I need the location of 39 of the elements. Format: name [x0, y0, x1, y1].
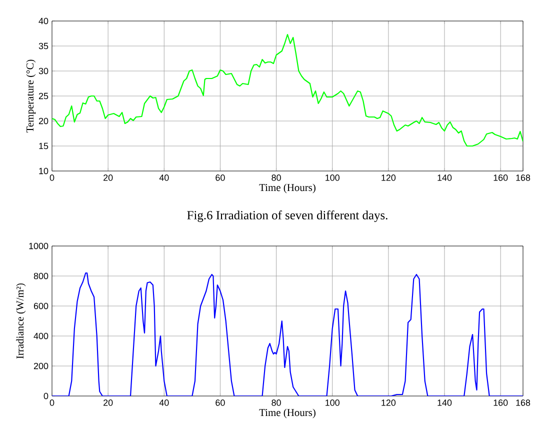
- x-tick-label: 0: [50, 400, 54, 406]
- y-tick-label: 40: [38, 18, 48, 24]
- y-tick-label: 15: [39, 142, 48, 150]
- x-tick-label: 160: [494, 174, 508, 181]
- x-tick-label: 20: [104, 400, 113, 406]
- x-tick-label: 0: [50, 174, 54, 181]
- line-series: [52, 34, 524, 147]
- y-axis-title: Temperature (°C): [26, 60, 36, 133]
- y-tick-label: 35: [38, 42, 48, 50]
- x-tick-label: 168: [516, 174, 530, 181]
- x-tick-label: 20: [104, 174, 113, 181]
- y-tick-label: 0: [44, 392, 48, 400]
- y-tick-label: 10: [39, 168, 48, 174]
- x-axis-title: Time (Hours): [259, 184, 316, 194]
- x-tick-label: 40: [159, 174, 169, 181]
- y-tick-label: 200: [34, 362, 48, 370]
- y-axis-title: Irradiance (W/m²): [16, 283, 26, 359]
- y-tick-label: 30: [38, 68, 48, 74]
- y-tick-label: 800: [34, 272, 48, 280]
- x-tick-label: 80: [272, 174, 281, 181]
- y-tick-label: 1000: [29, 242, 48, 250]
- x-tick-label: 100: [326, 174, 340, 181]
- x-tick-label: 60: [216, 174, 225, 181]
- caption: Fig.6 Irradiation of seven different days.: [187, 210, 388, 222]
- x-tick-label: 80: [272, 400, 281, 406]
- x-tick-label: 140: [438, 400, 452, 406]
- x-tick-label: 40: [159, 400, 169, 406]
- x-tick-label: 120: [382, 174, 396, 181]
- x-tick-label: 168: [516, 400, 530, 406]
- x-tick-label: 60: [216, 400, 225, 406]
- y-tick-label: 600: [34, 302, 48, 310]
- x-tick-label: 140: [438, 174, 452, 181]
- y-tick-label: 400: [34, 332, 48, 340]
- x-axis-title: Time (Hours): [259, 408, 316, 418]
- x-tick-label: 100: [326, 400, 340, 406]
- x-tick-label: 160: [494, 400, 508, 406]
- x-tick-label: 120: [382, 400, 396, 406]
- y-tick-label: 25: [38, 92, 48, 100]
- y-tick-label: 20: [38, 118, 48, 124]
